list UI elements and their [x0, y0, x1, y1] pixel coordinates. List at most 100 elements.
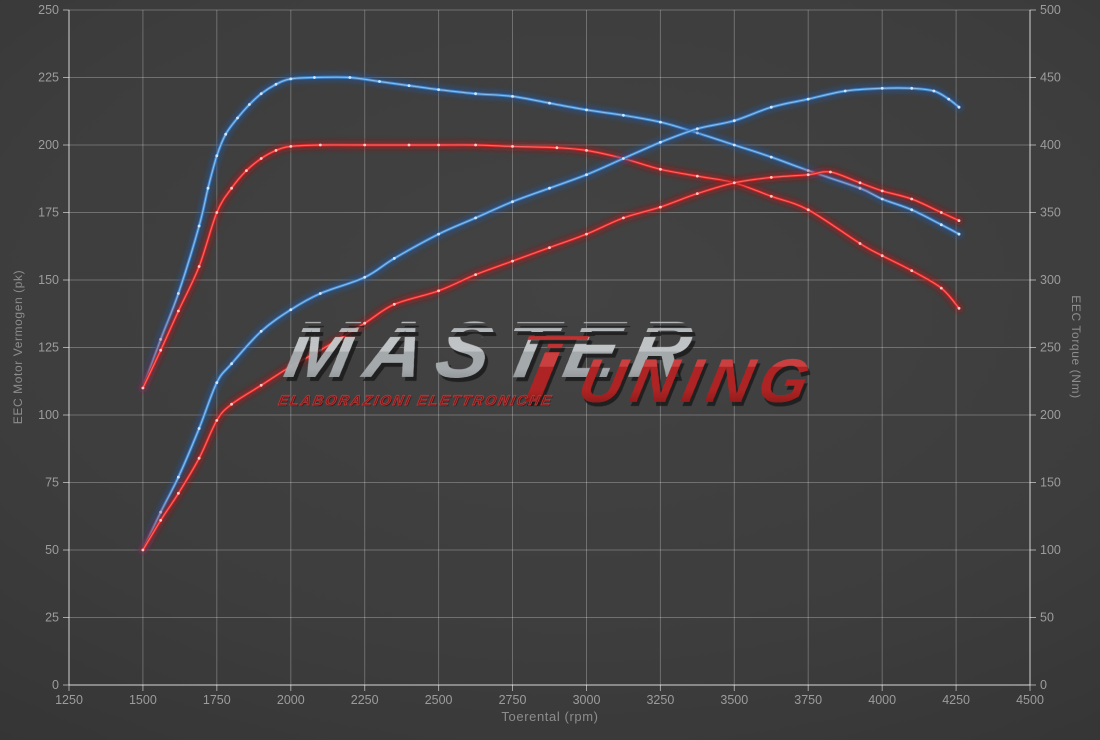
data-point-marker [363, 143, 367, 147]
data-point-marker [289, 308, 293, 312]
data-point-marker [548, 101, 551, 105]
y-right-tick-label: 350 [1040, 206, 1061, 220]
data-point-marker [695, 127, 699, 131]
data-point-marker [318, 143, 322, 147]
data-point-marker [378, 80, 381, 83]
x-tick-label: 2750 [499, 693, 527, 707]
x-tick-label: 2500 [425, 693, 453, 707]
data-point-marker [769, 105, 773, 109]
data-point-marker [939, 223, 943, 227]
series-torque-tuned-blue [138, 72, 964, 393]
data-point-marker [392, 302, 396, 306]
y-right-tick-label: 250 [1040, 341, 1061, 355]
data-point-marker [197, 224, 201, 228]
x-tick-label: 4000 [868, 693, 896, 707]
data-point-marker [910, 269, 914, 272]
series-vermogen-original-red [138, 167, 964, 555]
data-point-marker [224, 132, 228, 136]
data-point-marker [695, 174, 699, 178]
x-tick-label: 4250 [942, 693, 970, 707]
y-left-tick-label: 125 [38, 341, 59, 355]
data-point-marker [437, 289, 440, 293]
y-right-tick-label: 400 [1040, 138, 1061, 152]
x-axis-title: Toerental (rpm) [501, 709, 599, 724]
data-point-marker [474, 216, 477, 220]
data-point-marker [843, 89, 847, 93]
data-point-marker [245, 169, 248, 173]
data-point-marker [407, 84, 411, 87]
data-point-marker [159, 348, 163, 352]
data-point-marker [695, 192, 699, 196]
data-point-marker [806, 173, 810, 177]
data-point-marker [511, 95, 514, 98]
data-point-marker [910, 86, 914, 90]
y-left-tick-label: 250 [38, 3, 59, 17]
data-point-marker [474, 273, 477, 276]
data-point-marker [230, 402, 234, 406]
data-point-marker [806, 208, 810, 212]
data-point-marker [437, 143, 440, 147]
data-point-marker [659, 167, 662, 171]
data-point-marker [957, 232, 961, 236]
data-point-marker [880, 254, 884, 258]
data-point-marker [511, 259, 514, 263]
data-point-marker [957, 219, 961, 223]
data-point-marker [939, 211, 943, 214]
data-point-marker [363, 321, 367, 325]
data-point-marker [947, 97, 951, 101]
y-left-tick-label: 225 [38, 71, 59, 85]
data-point-marker [177, 491, 180, 495]
series-core [142, 87, 960, 551]
series-torque-original-red [138, 140, 964, 393]
data-point-marker [215, 381, 219, 384]
data-point-marker [259, 157, 263, 160]
data-point-marker [177, 292, 180, 295]
data-point-marker [858, 242, 862, 245]
data-point-marker [659, 140, 662, 144]
y-right-tick-label: 150 [1040, 476, 1061, 490]
data-point-marker [215, 419, 219, 422]
y-left-tick-label: 25 [45, 611, 59, 625]
y-left-tick-label: 100 [38, 408, 59, 422]
data-point-marker [197, 265, 201, 268]
data-point-marker [806, 97, 810, 101]
data-point-marker [732, 181, 736, 185]
x-tick-label: 1750 [203, 693, 231, 707]
data-point-marker [910, 197, 914, 201]
y-right-tick-label: 50 [1040, 611, 1054, 625]
data-point-marker [259, 383, 263, 387]
data-point-marker [932, 89, 936, 93]
data-point-marker [585, 108, 588, 112]
data-point-marker [769, 194, 773, 198]
data-point-marker [585, 173, 588, 177]
data-point-marker [230, 362, 234, 366]
x-tick-label: 4500 [1016, 693, 1044, 707]
data-point-marker [248, 103, 251, 106]
y-right-tick-label: 100 [1040, 543, 1061, 557]
y-left-tick-label: 175 [38, 206, 59, 220]
data-point-marker [548, 186, 551, 190]
data-point-marker [215, 154, 219, 158]
data-point-marker [880, 189, 884, 193]
data-point-marker [659, 205, 662, 209]
data-point-marker [829, 170, 832, 174]
data-point-marker [197, 427, 201, 430]
data-point-marker [555, 146, 559, 150]
data-point-marker [274, 82, 278, 86]
y-left-tick-label: 0 [52, 678, 59, 692]
data-point-marker [957, 306, 961, 310]
data-point-marker [197, 456, 201, 460]
data-point-marker [313, 76, 316, 79]
data-point-marker [437, 88, 440, 91]
y-right-tick-label: 200 [1040, 408, 1061, 422]
x-tick-label: 2250 [351, 693, 379, 707]
data-point-marker [437, 232, 440, 236]
data-point-marker [407, 143, 411, 147]
data-point-marker [769, 155, 773, 159]
data-point-marker [474, 143, 477, 147]
x-tick-label: 3750 [794, 693, 822, 707]
x-tick-label: 3500 [720, 693, 748, 707]
data-point-marker [215, 211, 219, 214]
